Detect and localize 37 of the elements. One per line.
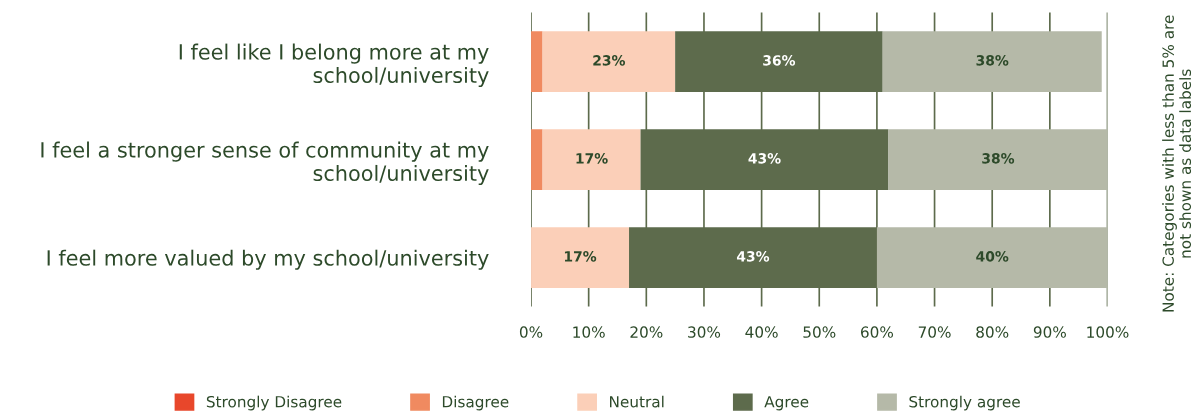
x-tick-label: 60% [861,326,894,338]
data-label: 38% [976,55,1009,66]
data-label: 43% [736,251,770,262]
x-tick-label: 70% [918,326,951,338]
bar [882,31,1102,92]
x-tick-label: 30% [688,326,721,338]
data-label: 23% [593,55,626,66]
x-tick-label: 90% [1033,326,1066,338]
legend-label: Agree [764,396,809,411]
data-label: 43% [748,153,781,164]
x-tick-label: 40% [745,326,778,338]
y-tick-label: I feel like I belong more at my school/university [179,43,489,88]
x-tick-label: 0% [519,326,543,338]
x-tick-label: 20% [630,326,663,338]
legend-label: Strongly agree [909,395,1020,411]
bar [531,129,543,190]
text: Note: Categories with less than 5% are not shown as data labels [1162,15,1192,312]
data-label: 17% [576,153,608,164]
bar [542,31,676,92]
x-tick-label: 50% [803,326,836,338]
x-tick-label: 10% [573,326,605,338]
data-label: 17% [564,251,597,262]
data-label: 36% [763,55,796,66]
x-tick-label: 100% [1087,326,1129,338]
x-tick-label: 80% [976,326,1009,338]
legend-label: Strongly Disagree [206,395,342,411]
bar [531,31,543,92]
bar [542,129,641,190]
legend-label: Disagree [442,395,509,411]
legend-label: Neutral [610,395,664,408]
data-label: 38% [982,153,1015,164]
bar [876,227,1108,288]
bar [888,129,1108,190]
bar [531,227,630,288]
y-tick-label: I feel a stronger sense of community at my school/university [41,141,489,186]
y-tick-label: I feel more valued by my school/university [47,249,489,270]
data-label: 40% [976,251,1009,262]
